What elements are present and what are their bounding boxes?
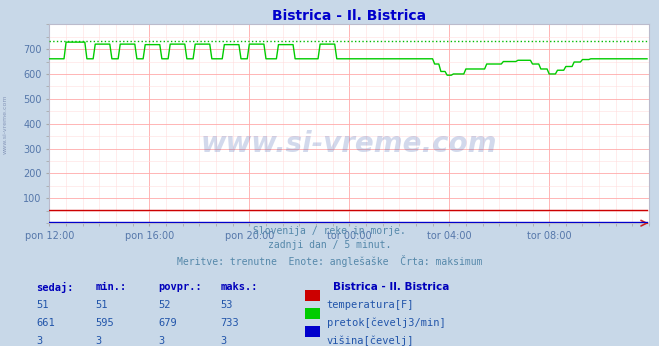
Text: 3: 3 (96, 336, 101, 346)
Text: Meritve: trenutne  Enote: anglešaške  Črta: maksimum: Meritve: trenutne Enote: anglešaške Črta… (177, 255, 482, 267)
Text: 51: 51 (96, 300, 108, 310)
Text: 51: 51 (36, 300, 49, 310)
Text: pretok[čevelj3/min]: pretok[čevelj3/min] (327, 318, 445, 328)
Text: 661: 661 (36, 318, 55, 328)
Text: povpr.:: povpr.: (158, 282, 202, 292)
Text: temperatura[F]: temperatura[F] (327, 300, 415, 310)
Text: 3: 3 (36, 336, 42, 346)
Text: maks.:: maks.: (221, 282, 258, 292)
Text: 53: 53 (221, 300, 233, 310)
Text: 3: 3 (158, 336, 164, 346)
Text: min.:: min.: (96, 282, 127, 292)
Text: Slovenija / reke in morje.: Slovenija / reke in morje. (253, 226, 406, 236)
Text: www.si-vreme.com: www.si-vreme.com (3, 95, 8, 154)
Text: 595: 595 (96, 318, 114, 328)
Text: 733: 733 (221, 318, 239, 328)
Text: višina[čevelj]: višina[čevelj] (327, 336, 415, 346)
Text: sedaj:: sedaj: (36, 282, 74, 293)
Text: 52: 52 (158, 300, 171, 310)
Text: Bistrica - Il. Bistrica: Bistrica - Il. Bistrica (333, 282, 449, 292)
Title: Bistrica - Il. Bistrica: Bistrica - Il. Bistrica (272, 9, 426, 23)
Text: 3: 3 (221, 336, 227, 346)
Text: 679: 679 (158, 318, 177, 328)
Text: www.si-vreme.com: www.si-vreme.com (201, 130, 498, 157)
Text: zadnji dan / 5 minut.: zadnji dan / 5 minut. (268, 240, 391, 250)
